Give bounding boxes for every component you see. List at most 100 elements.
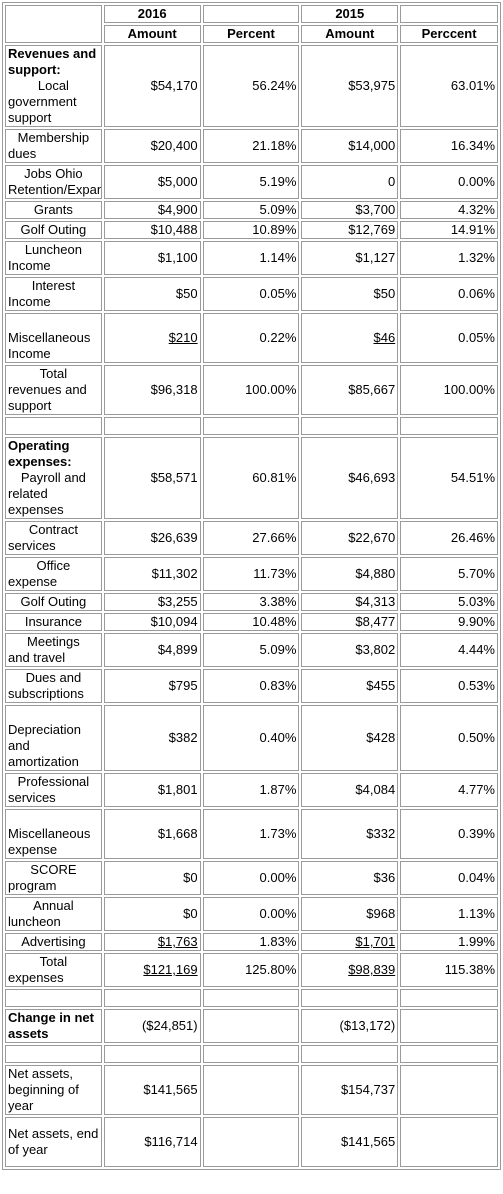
empty-cell xyxy=(202,1045,300,1063)
section-spacer-row xyxy=(5,417,498,435)
summary-label: Change in net assets xyxy=(5,1009,102,1043)
header-corner xyxy=(5,5,102,43)
row-label-first: Jobs Ohio xyxy=(24,166,83,181)
amount-2015: $46,693 xyxy=(301,437,399,519)
amount-2016: $795 xyxy=(103,669,201,703)
amount-2016: $1,801 xyxy=(103,773,201,807)
row-label-rest: services xyxy=(8,790,56,805)
row-label-first: Luncheon xyxy=(24,242,82,257)
table-row: Grants $4,900 5.09% $3,700 4.32% xyxy=(5,201,498,219)
row-label: SCORE program xyxy=(5,861,102,895)
amount-2016-value: $4,899 xyxy=(157,642,198,657)
percent-2015: 16.34% xyxy=(400,129,498,163)
row-label: Annual luncheon xyxy=(5,897,102,931)
summary-spacer-row xyxy=(5,1045,498,1063)
amount-2015-value: 0 xyxy=(387,174,396,189)
empty-cell xyxy=(103,989,201,1007)
percent-2016: 5.09% xyxy=(202,633,300,667)
percent-2016: 100.00% xyxy=(202,365,300,415)
percent-2015 xyxy=(400,1065,498,1115)
row-label-first: SCORE xyxy=(30,862,77,877)
row-label-first: Interest xyxy=(31,278,76,293)
row-label-rest: luncheon xyxy=(8,914,61,929)
amount-2015: $4,880 xyxy=(301,557,399,591)
amount-2016: $26,639 xyxy=(103,521,201,555)
amount-2016-value: $58,571 xyxy=(150,470,198,485)
header-year-2015: 2015 xyxy=(301,5,399,23)
amount-2016: $4,899 xyxy=(103,633,201,667)
amount-2015: $968 xyxy=(301,897,399,931)
percent-2016 xyxy=(202,1065,300,1115)
row-label: Golf Outing xyxy=(5,593,102,611)
row-label: Grants xyxy=(5,201,102,219)
amount-2016: $3,255 xyxy=(103,593,201,611)
amount-2015: $36 xyxy=(301,861,399,895)
percent-2015: 115.38% xyxy=(400,953,498,987)
percent-2016: 1.83% xyxy=(202,933,300,951)
row-label-first: Membership xyxy=(17,130,90,145)
amount-2016-value: $1,763 xyxy=(157,934,198,949)
amount-2015-value: $3,802 xyxy=(355,642,396,657)
percent-2016: 0.40% xyxy=(202,705,300,771)
percent-2015: 0.53% xyxy=(400,669,498,703)
percent-2015 xyxy=(400,1009,498,1043)
row-label-rest: related expenses xyxy=(8,486,64,517)
percent-2015: 26.46% xyxy=(400,521,498,555)
row-label: Meetings and travel xyxy=(5,633,102,667)
row-label-first: Advertising xyxy=(21,934,86,949)
amount-2016-value: $210 xyxy=(168,330,198,345)
row-label-rest: revenues and support xyxy=(8,382,87,413)
percent-2015: 0.39% xyxy=(400,809,498,859)
amount-2015: $46 xyxy=(301,313,399,363)
amount-2016-value: $795 xyxy=(168,678,198,693)
table-row: Miscellaneous expense $1,668 1.73% $332 0.39… xyxy=(5,809,498,859)
amount-2015: $50 xyxy=(301,277,399,311)
row-label-rest: Income xyxy=(8,258,51,273)
amount-2015-value: $14,000 xyxy=(348,138,396,153)
amount-2015-value: $4,084 xyxy=(355,782,396,797)
amount-2015-value: $46 xyxy=(373,330,396,345)
amount-2016-value: $20,400 xyxy=(150,138,198,153)
empty-cell xyxy=(202,417,300,435)
percent-2015: 0.50% xyxy=(400,705,498,771)
percent-2015 xyxy=(400,1117,498,1167)
percent-2015: 14.91% xyxy=(400,221,498,239)
amount-2016-value: $121,169 xyxy=(143,962,198,977)
amount-2015-value: $12,769 xyxy=(348,222,396,237)
amount-2015: $4,313 xyxy=(301,593,399,611)
amount-2015-value: $53,975 xyxy=(348,78,396,93)
percent-2015: 1.13% xyxy=(400,897,498,931)
percent-2016: 27.66% xyxy=(202,521,300,555)
table-row: Total revenues and support $96,318 100.00% $… xyxy=(5,365,498,415)
amount-2016-value: $4,900 xyxy=(157,202,198,217)
amount-2015-value: $455 xyxy=(366,678,396,693)
row-label-first: Golf Outing xyxy=(20,594,87,609)
label-gap xyxy=(8,810,99,826)
amount-2016: $54,170 xyxy=(103,45,201,127)
percent-2015: 1.99% xyxy=(400,933,498,951)
header-blank-2016 xyxy=(202,5,300,23)
header-amount-2015: Amount xyxy=(301,25,399,43)
amount-2015-value: $4,880 xyxy=(355,566,396,581)
amount-2016-value: $96,318 xyxy=(150,382,198,397)
table-row: Total expenses $121,169 125.80% $98,839 115.3… xyxy=(5,953,498,987)
percent-2016 xyxy=(202,1117,300,1167)
amount-2016-value: $0 xyxy=(183,906,198,921)
section-title: Operating expenses: xyxy=(8,438,72,469)
amount-2016: $116,714 xyxy=(103,1117,201,1167)
amount-2016: $1,763 xyxy=(103,933,201,951)
row-label: Depreciation and amortization xyxy=(5,705,102,771)
row-label-rest: Miscellaneous expense xyxy=(8,826,91,857)
row-label: Total revenues and support xyxy=(5,365,102,415)
amount-2015: $154,737 xyxy=(301,1065,399,1115)
percent-2016: 0.22% xyxy=(202,313,300,363)
percent-2016: 11.73% xyxy=(202,557,300,591)
row-label-first: Total xyxy=(39,366,68,381)
summary-label: Net assets, beginning of year xyxy=(5,1065,102,1115)
percent-2015: 0.04% xyxy=(400,861,498,895)
amount-2016-value: $1,801 xyxy=(157,782,198,797)
amount-2016: $210 xyxy=(103,313,201,363)
percent-2016: 10.89% xyxy=(202,221,300,239)
amount-2015: $332 xyxy=(301,809,399,859)
